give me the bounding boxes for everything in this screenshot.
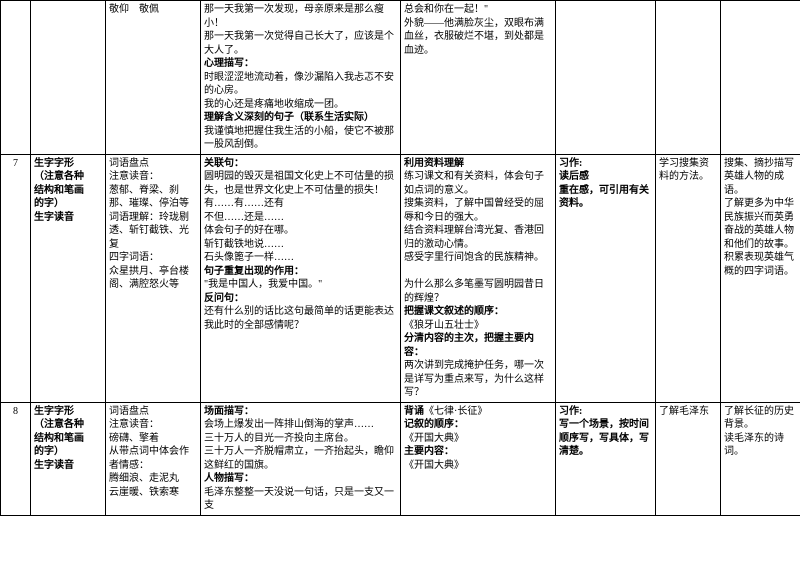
cell-g [721, 1, 800, 155]
cell-b: 词语盘点注意读音：葱郁、脊梁、刹那、璀璨、停泊等词语理解：玲珑剔透、斩钉截铁、光… [106, 154, 201, 402]
table-row: 敬仰 敬佩那一天我第一次发现，母亲原来是那么瘦小！那一天我第一次觉得自己长大了，… [1, 1, 800, 155]
cell-f [656, 1, 721, 155]
cell-d: 背诵《七律·长征》记叙的顺序：《开国大典》主要内容：《开国大典》 [401, 402, 556, 515]
cell-a: 生字字形（注意各种结构和笔画的字）生字读音 [31, 402, 106, 515]
cell-g: 搜集、摘抄描写英雄人物的成语。了解更多为中华民族振兴而英勇奋战的英雄人物和他们的… [721, 154, 800, 402]
cell-c: 场面描写：会场上爆发出一阵排山倒海的掌声……三十万人的目光一齐投向主席台。三十万… [201, 402, 401, 515]
cell-b: 词语盘点注意读音：磅礴、擎着从带点词中体会作者情感：腾细浪、走泥丸云崖暖、铁索寒 [106, 402, 201, 515]
cell-d: 利用资料理解练习课文和有关资料，体会句子如点词的意义。搜集资料，了解中国曾经受的… [401, 154, 556, 402]
cell-e: 习作:写一个场景，按时间顺序写，写具体，写清楚。 [556, 402, 656, 515]
cell-e [556, 1, 656, 155]
cell-num: 8 [1, 402, 31, 515]
cell-b: 敬仰 敬佩 [106, 1, 201, 155]
cell-d: 总会和你在一起！"外貌——他满脸灰尘，双眼布满血丝，衣服破烂不堪，到处都是血迹。 [401, 1, 556, 155]
table-row: 7生字字形（注意各种结构和笔画的字）生字读音词语盘点注意读音：葱郁、脊梁、刹那、… [1, 154, 800, 402]
cell-f: 了解毛泽东 [656, 402, 721, 515]
cell-e: 习作:读后感重在感，可引用有关资料。 [556, 154, 656, 402]
cell-a [31, 1, 106, 155]
cell-f: 学习搜集资料的方法。 [656, 154, 721, 402]
table-row: 8生字字形（注意各种结构和笔画的字）生字读音词语盘点注意读音：磅礴、擎着从带点词… [1, 402, 800, 515]
cell-g: 了解长征的历史背景。读毛泽东的诗词。 [721, 402, 800, 515]
cell-num [1, 1, 31, 155]
lesson-table: 敬仰 敬佩那一天我第一次发现，母亲原来是那么瘦小！那一天我第一次觉得自己长大了，… [0, 0, 800, 516]
cell-a: 生字字形（注意各种结构和笔画的字）生字读音 [31, 154, 106, 402]
cell-c: 关联句：圆明园的毁灭是祖国文化史上不可估量的损失，也是世界文化史上不可估量的损失… [201, 154, 401, 402]
cell-num: 7 [1, 154, 31, 402]
cell-c: 那一天我第一次发现，母亲原来是那么瘦小！那一天我第一次觉得自己长大了，应该是个大… [201, 1, 401, 155]
